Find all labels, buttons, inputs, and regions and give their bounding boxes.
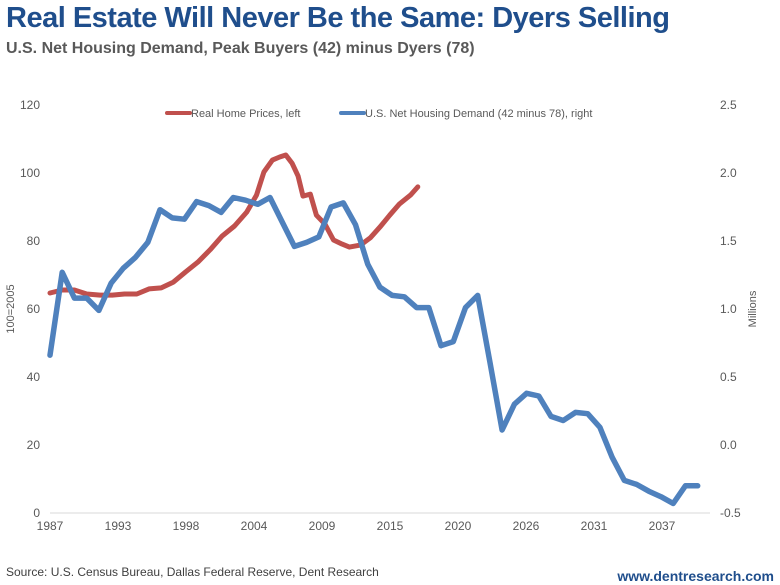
left-y-tick-label: 20 [27, 438, 41, 452]
left-y-tick-label: 60 [27, 302, 41, 316]
right-axis-title: Millions [747, 290, 759, 327]
chart-title: Real Estate Will Never Be the Same: Dyer… [6, 2, 670, 34]
left-y-axis: 0 20 40 60 80 100 120 [20, 98, 40, 520]
source-note: Source: U.S. Census Bureau, Dallas Feder… [6, 565, 379, 579]
left-y-tick-label: 0 [33, 506, 40, 520]
x-axis: 1987 1993 1998 2004 2009 2015 2020 2026 2031 2037 [37, 519, 676, 533]
right-y-tick-label: 0.0 [720, 438, 737, 452]
left-y-tick-label: 120 [20, 98, 40, 112]
right-y-tick-label: 2.5 [720, 98, 737, 112]
right-y-tick-label: 1.0 [720, 302, 737, 316]
x-tick-label: 2026 [513, 519, 540, 533]
x-tick-label: 2031 [581, 519, 608, 533]
series-layer [47, 152, 701, 507]
series-line-net-demand [47, 194, 701, 507]
website-link[interactable]: www.dentresearch.com [617, 568, 774, 584]
legend: Real Home Prices, left U.S. Net Housing … [165, 108, 592, 120]
x-tick-label: 1998 [173, 519, 200, 533]
left-y-tick-label: 80 [27, 234, 41, 248]
series-line-home-prices [47, 152, 421, 298]
legend-label-net-demand: U.S. Net Housing Demand (42 minus 78), r… [365, 108, 592, 120]
x-tick-label: 2004 [241, 519, 268, 533]
x-tick-label: 1993 [105, 519, 132, 533]
x-tick-label: 2009 [309, 519, 336, 533]
left-y-tick-label: 40 [27, 370, 41, 384]
x-tick-label: 2015 [377, 519, 404, 533]
chart-subtitle: U.S. Net Housing Demand, Peak Buyers (42… [6, 40, 475, 57]
right-y-tick-label: 0.5 [720, 370, 737, 384]
right-y-tick-label: 1.5 [720, 234, 737, 248]
x-tick-label: 2037 [649, 519, 676, 533]
left-axis-title: 100=2005 [5, 284, 17, 333]
legend-label-home-prices: Real Home Prices, left [191, 108, 300, 120]
right-y-tick-label: -0.5 [720, 506, 741, 520]
left-y-tick-label: 100 [20, 166, 40, 180]
right-y-tick-label: 2.0 [720, 166, 737, 180]
right-y-axis: -0.5 0.0 0.5 1.0 1.5 2.0 2.5 [720, 98, 741, 520]
x-tick-label: 2020 [445, 519, 472, 533]
x-tick-label: 1987 [37, 519, 64, 533]
